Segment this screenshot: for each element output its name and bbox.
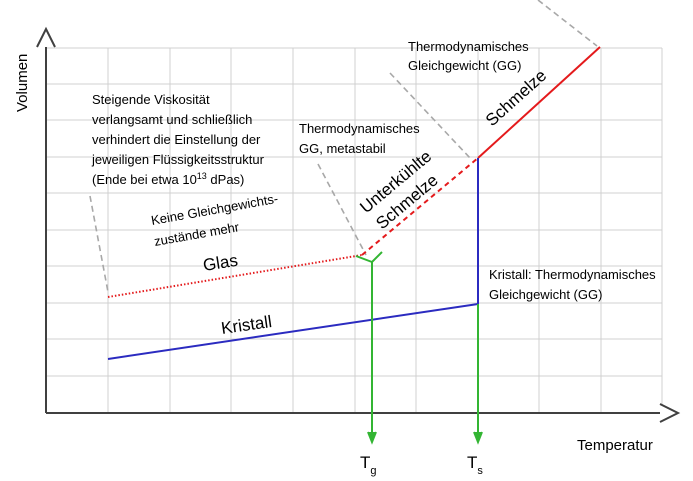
curves — [107, 46, 601, 445]
svg-text:Thermodynamisches: Thermodynamisches — [408, 39, 529, 54]
tg-marker: Tg — [360, 453, 377, 477]
annotation-viskositaet: Steigende Viskosität verlangsamt und sch… — [91, 92, 265, 187]
svg-text:Kristall: Thermodynamisches: Kristall: Thermodynamisches — [489, 267, 656, 282]
annotation-kristall-gg: Kristall: Thermodynamisches Gleichgewich… — [489, 267, 656, 302]
pointer-metastabil — [317, 163, 367, 256]
pointer-top — [537, 0, 598, 47]
svg-text:GG, metastabil: GG, metastabil — [299, 141, 386, 156]
x-axis-arrow — [659, 403, 681, 423]
y-axis-arrow — [36, 26, 56, 48]
y-axis-label: Volumen — [14, 54, 31, 112]
kristall-line — [107, 303, 479, 360]
svg-text:jeweiligen Flüssigkeitsstruktu: jeweiligen Flüssigkeitsstruktur — [91, 152, 265, 167]
axes — [36, 26, 681, 423]
ts-arrow — [473, 431, 483, 445]
pointer-lines — [89, 0, 598, 293]
glass-transition-bracket — [355, 251, 383, 264]
svg-text:Gleichgewicht (GG): Gleichgewicht (GG) — [489, 287, 602, 302]
glas-label: Glas — [202, 251, 240, 275]
svg-text:Thermodynamisches: Thermodynamisches — [299, 121, 420, 136]
annotation-schmelze-gg: Thermodynamisches Gleichgewicht (GG) — [408, 39, 529, 73]
annotation-keine-gg: Keine Gleichgewichts- zustände mehr — [150, 191, 279, 249]
tg-arrow — [367, 431, 377, 445]
svg-text:Gleichgewicht (GG): Gleichgewicht (GG) — [408, 58, 521, 73]
pointer-viskositaet — [89, 195, 109, 293]
svg-text:verlangsamt und schließlich: verlangsamt und schließlich — [92, 112, 252, 127]
ts-marker: Ts — [467, 453, 483, 477]
grid — [46, 47, 663, 412]
svg-text:(Ende bei etwa 1013 dPas): (Ende bei etwa 1013 dPas) — [92, 171, 244, 187]
unterkuehlt-line — [361, 157, 479, 256]
annotation-metastabil: Thermodynamisches GG, metastabil — [299, 121, 420, 156]
glas-line — [107, 254, 363, 298]
pointer-schmelze-gg — [389, 72, 471, 159]
schmelze-line — [477, 46, 601, 159]
x-axis-label: Temperatur — [577, 437, 653, 454]
svg-text:Steigende Viskosität: Steigende Viskosität — [92, 92, 210, 107]
svg-text:verhindert die Einstellung der: verhindert die Einstellung der — [92, 132, 261, 147]
kristall-label: Kristall — [220, 312, 273, 338]
